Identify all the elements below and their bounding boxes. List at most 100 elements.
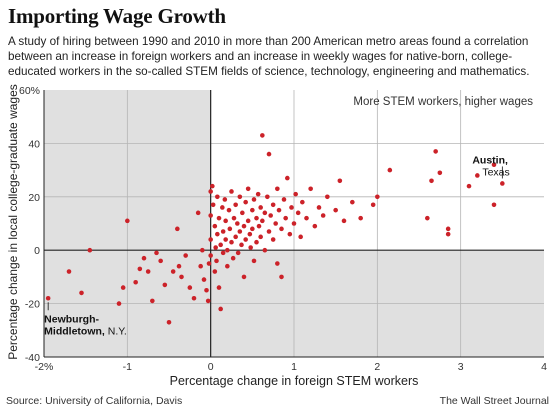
data-point	[320, 213, 326, 218]
data-point	[141, 255, 147, 261]
data-points	[45, 133, 505, 325]
data-point	[162, 282, 168, 288]
x-tick-label: 0	[208, 361, 214, 373]
y-tick-label: 20	[28, 192, 40, 204]
data-point	[281, 197, 287, 202]
data-point	[218, 242, 223, 248]
data-point	[260, 133, 265, 138]
data-point	[308, 186, 313, 192]
data-point	[250, 207, 255, 213]
data-point	[120, 285, 126, 290]
data-point	[266, 229, 272, 234]
data-point	[254, 239, 259, 245]
data-point	[237, 194, 243, 200]
data-point	[191, 295, 197, 301]
x-tick-label: -1	[123, 361, 132, 373]
x-tick-label: -2%	[35, 361, 54, 373]
data-point	[276, 207, 282, 213]
data-point	[233, 234, 238, 240]
annotation-austin-detail: Texas	[482, 166, 509, 178]
data-point	[251, 258, 257, 264]
data-point	[312, 223, 318, 229]
data-point	[475, 173, 480, 178]
x-tick-label: 3	[458, 361, 464, 373]
annotation-austin-name: Austin,	[472, 154, 508, 166]
data-point	[145, 269, 151, 274]
data-point	[226, 207, 232, 213]
data-point	[350, 199, 355, 205]
data-point	[225, 247, 230, 253]
y-tick-label: 60%	[19, 85, 40, 97]
data-point	[215, 194, 220, 200]
data-point	[208, 237, 213, 242]
x-tick-label: 4	[541, 361, 547, 373]
y-tick-label: -40	[25, 352, 40, 364]
data-point	[370, 202, 376, 208]
data-point	[304, 215, 309, 221]
data-point	[220, 229, 226, 234]
data-point	[500, 181, 505, 186]
data-point	[79, 290, 84, 296]
data-point	[245, 186, 251, 192]
data-point	[216, 285, 222, 290]
data-point	[325, 194, 330, 200]
y-tick-labels: -40 -20 0 20 40 60%	[19, 85, 40, 364]
data-point	[262, 210, 268, 216]
data-point	[433, 149, 438, 154]
data-point	[337, 178, 343, 184]
data-point	[491, 202, 497, 208]
publisher-credit: The Wall Street Journal	[439, 395, 549, 407]
data-point	[204, 287, 209, 293]
data-point	[250, 226, 255, 232]
data-point	[223, 218, 228, 224]
annotation-newburgh-name-line1: Newburgh-	[44, 313, 99, 325]
quadrant-label: More STEM workers, higher wages	[353, 96, 533, 108]
data-point	[125, 218, 130, 224]
data-point	[218, 306, 223, 312]
data-point	[216, 215, 222, 221]
data-point	[231, 215, 237, 221]
data-point	[66, 269, 72, 274]
data-point	[300, 199, 305, 205]
data-point	[175, 226, 180, 232]
data-point	[445, 226, 451, 232]
data-point	[222, 197, 228, 202]
data-point	[247, 231, 253, 237]
data-point	[206, 261, 212, 266]
data-point	[243, 237, 248, 242]
data-point	[295, 210, 301, 216]
data-point	[200, 247, 205, 253]
data-point	[239, 242, 244, 248]
chart-title: Importing Wage Growth	[8, 4, 226, 28]
data-point	[243, 199, 248, 205]
data-point	[233, 202, 238, 208]
data-point	[258, 205, 263, 210]
axes	[43, 90, 544, 358]
data-point	[285, 175, 290, 181]
data-point	[213, 245, 218, 250]
data-point	[212, 223, 218, 229]
data-point	[150, 298, 155, 304]
data-point	[437, 170, 443, 176]
data-point	[254, 215, 259, 221]
data-point	[187, 285, 193, 290]
x-tick-labels: -2% -1 0 1 2 3 4	[35, 361, 547, 373]
data-point	[266, 151, 272, 157]
data-point	[429, 178, 434, 184]
data-point	[158, 258, 163, 264]
data-point	[210, 183, 215, 189]
data-point	[283, 215, 288, 221]
data-point	[248, 245, 253, 250]
data-point	[260, 218, 265, 224]
data-point	[291, 221, 297, 226]
data-point	[154, 250, 159, 256]
data-point	[212, 269, 218, 274]
data-point	[220, 205, 225, 210]
data-point	[235, 250, 241, 256]
data-point	[208, 253, 213, 258]
data-point	[198, 263, 203, 269]
data-point	[258, 234, 263, 240]
data-point	[237, 229, 243, 234]
data-point	[223, 237, 228, 242]
data-point	[279, 226, 284, 232]
